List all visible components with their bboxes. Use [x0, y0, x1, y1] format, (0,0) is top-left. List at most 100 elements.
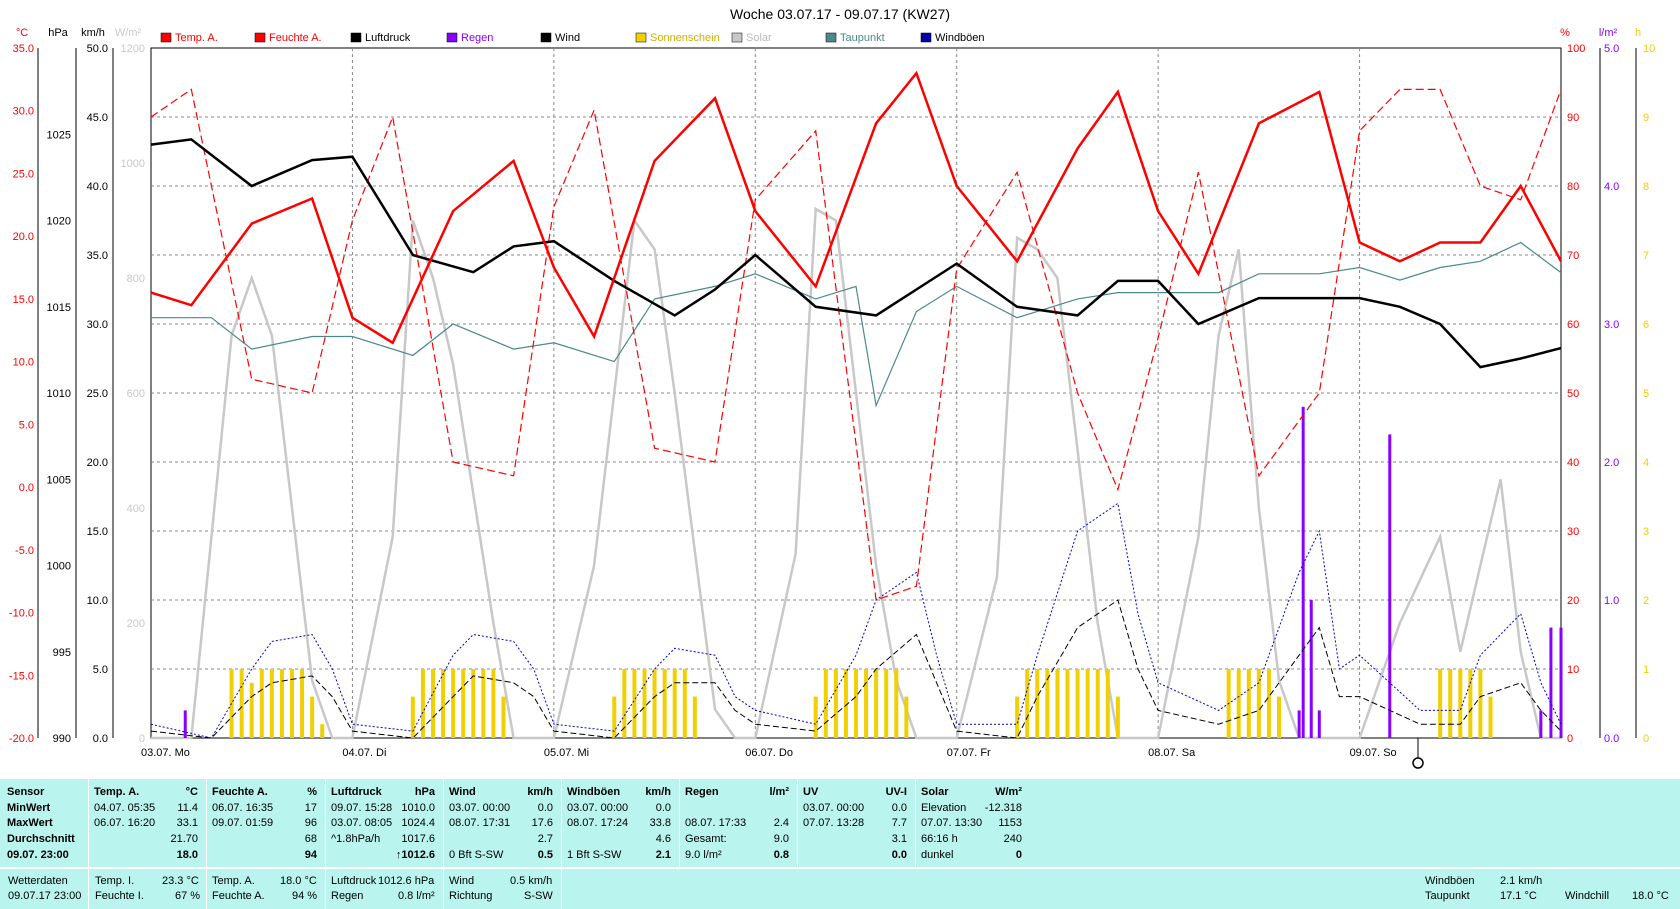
legend-label: Regen — [461, 32, 493, 44]
footer-richtung: S-SW — [524, 890, 553, 902]
stats-header: Windböen — [567, 786, 621, 798]
sunshine-bar — [1468, 669, 1473, 738]
legend-label: Temp. A. — [175, 32, 218, 44]
sunshine-bar — [481, 669, 486, 738]
stats-cell-value: 0.0 — [655, 802, 671, 814]
legend-label: Sonnenschein — [650, 32, 720, 44]
footer-feuchte-a-label: Feuchte A. — [212, 890, 265, 902]
series-luftdruck — [150, 138, 1562, 369]
rain-bar — [183, 710, 187, 738]
sunshine-bar — [833, 669, 838, 738]
sunshine-bar — [1236, 669, 1241, 738]
sunshine-bar — [1075, 669, 1080, 738]
stats-cell-label: 9.0 l/m² — [685, 849, 722, 861]
y-tick-temp: -5.0 — [15, 545, 34, 557]
y-tick-temp: 10.0 — [13, 357, 34, 369]
y-tick-press: 990 — [53, 733, 71, 745]
y-tick-wind: 50.0 — [87, 43, 108, 55]
stats-cell-label: 07.07. 13:30 — [921, 817, 983, 829]
footer-temp-a-label: Temp. A. — [212, 875, 255, 887]
sunshine-bar — [612, 696, 617, 738]
footer-luftdruck-label: Luftdruck — [331, 875, 377, 887]
y-tick-press: 1000 — [47, 561, 71, 573]
y-tick-sun: 2 — [1643, 595, 1649, 607]
footer-temp-i: 23.3 °C — [162, 875, 199, 887]
y-tick-press: 1010 — [47, 388, 71, 400]
axis-unit-solar: W/m² — [115, 27, 142, 39]
stats-cell-label: 03.07. 00:00 — [803, 802, 865, 814]
axis-unit-press: hPa — [48, 27, 68, 39]
sunshine-bar — [269, 669, 274, 738]
sunshine-bar — [894, 669, 899, 738]
y-tick-solar: 1000 — [121, 158, 145, 170]
stats-row-label: MinWert — [7, 802, 51, 814]
stats-header-unit: km/h — [645, 786, 671, 798]
stats-header-sensor: Sensor — [7, 786, 45, 798]
sunshine-bar — [1246, 669, 1251, 738]
y-tick-press: 1005 — [47, 474, 71, 486]
stats-cell-label: 07.07. 13:28 — [803, 817, 865, 829]
stats-header-unit: km/h — [527, 786, 553, 798]
legend-swatch — [635, 32, 647, 43]
stats-cell-label: 03.07. 00:00 — [449, 802, 511, 814]
y-tick-sun: 6 — [1643, 319, 1649, 331]
current-conditions-bar: Wetterdaten 09.07.17 23:00 Temp. I. 23.3… — [0, 869, 1680, 909]
y-tick-rain: 2.0 — [1604, 457, 1619, 469]
series-wind — [150, 599, 1562, 739]
y-tick-wind: 30.0 — [87, 319, 108, 331]
y-tick-hum: 90 — [1567, 112, 1579, 124]
footer-wind: 0.5 km/h — [510, 875, 553, 887]
stats-cell-value: 33.8 — [649, 817, 671, 829]
y-tick-temp: 30.0 — [13, 106, 34, 118]
rain-bar — [1317, 710, 1321, 738]
sunshine-bar — [813, 696, 818, 738]
y-tick-press: 1025 — [47, 129, 71, 141]
stats-cell-label: 0 Bft S-SW — [449, 849, 504, 861]
sunshine-bar — [1478, 669, 1483, 738]
x-tick-label: 07.07. Fr — [947, 747, 991, 759]
stats-cell-value: 21.70 — [170, 833, 198, 845]
stats-cell-label: 66:16 h — [921, 833, 958, 845]
stats-cell-value: 4.6 — [655, 833, 671, 845]
sunshine-bar — [249, 682, 254, 738]
footer-wind-label: Wind — [449, 875, 475, 887]
series-feuchte — [150, 88, 1562, 601]
sunshine-bar — [1277, 696, 1281, 738]
y-tick-temp: 35.0 — [13, 43, 34, 55]
stats-cell-label: 06.07. 16:35 — [212, 802, 274, 814]
stats-cell-value: 0.0 — [537, 802, 553, 814]
rain-bar — [1297, 710, 1301, 738]
sunshine-bar — [854, 669, 858, 738]
sunshine-bar — [1256, 669, 1261, 738]
sunshine-bar — [884, 669, 889, 738]
y-tick-solar: 1200 — [121, 43, 145, 55]
y-tick-wind: 5.0 — [93, 664, 108, 676]
sunshine-bar — [682, 669, 687, 738]
rain-bar — [1388, 434, 1392, 738]
rain-bar — [1539, 710, 1543, 738]
sunshine-bar — [501, 696, 506, 738]
sunshine-bar — [1266, 669, 1271, 738]
y-tick-temp: 25.0 — [13, 168, 34, 180]
stats-header-unit: % — [307, 786, 317, 798]
legend-swatch — [350, 32, 362, 43]
stats-cell-value: ↑1012.6 — [395, 849, 435, 861]
stats-cell-label: 08.07. 17:31 — [449, 817, 511, 829]
legend-label: Luftdruck — [365, 32, 411, 44]
y-tick-sun: 1 — [1643, 664, 1649, 676]
stats-cell-value: 0.5 — [537, 849, 553, 861]
stats-cell-value: 240 — [1003, 833, 1022, 845]
y-tick-wind: 20.0 — [87, 457, 108, 469]
stats-cell-value: 0.0 — [891, 849, 907, 861]
sunshine-bar — [451, 669, 456, 738]
y-tick-wind: 15.0 — [87, 526, 108, 538]
stats-divider — [915, 779, 916, 867]
y-tick-hum: 20 — [1567, 595, 1579, 607]
legend-swatch — [920, 32, 932, 43]
y-tick-rain: 5.0 — [1604, 43, 1619, 55]
sunshine-bar — [1065, 669, 1070, 738]
stats-cell-value: 68 — [304, 833, 317, 845]
stats-row-label: MaxWert — [7, 817, 53, 829]
y-tick-press: 1020 — [47, 216, 71, 228]
legend-swatch — [825, 32, 837, 43]
